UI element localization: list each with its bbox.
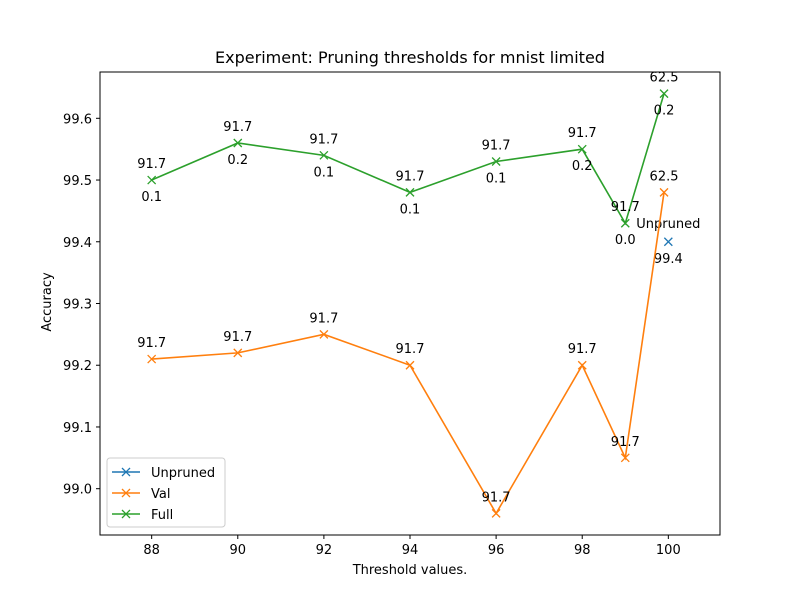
x-tick-label: 90 bbox=[230, 543, 247, 558]
point-label-below: 0.2 bbox=[654, 104, 675, 119]
point-label-above: 91.7 bbox=[223, 120, 252, 135]
axes: 88 90 92 94 96 98 100 99.0 99.1 99.2 99.3 99.4 99.5 9… bbox=[63, 71, 721, 558]
point-label-below: 99.4 bbox=[654, 252, 683, 267]
point-label-above: 91.7 bbox=[396, 342, 425, 357]
y-tick-label: 99.2 bbox=[63, 359, 92, 374]
data-point bbox=[663, 237, 673, 247]
data-point bbox=[620, 218, 630, 228]
legend-label: Val bbox=[151, 487, 170, 502]
point-label-above: 62.5 bbox=[650, 169, 679, 184]
point-label-above: 91.7 bbox=[309, 311, 338, 326]
point-label-above: 91.7 bbox=[482, 490, 511, 505]
point-label-below: 0.1 bbox=[314, 165, 335, 180]
data-point bbox=[659, 187, 669, 197]
series-val: 91.7 91.7 91.7 91.7 91.7 91.7 91.7 62.5 bbox=[137, 169, 679, 518]
point-label-above: 91.7 bbox=[611, 435, 640, 450]
x-tick-label: 98 bbox=[574, 543, 591, 558]
legend-marker bbox=[121, 467, 131, 477]
point-label-above: 91.7 bbox=[223, 330, 252, 345]
point-label-above: 91.7 bbox=[137, 336, 166, 351]
legend-label: Full bbox=[151, 508, 173, 523]
legend-marker bbox=[121, 509, 131, 519]
data-point bbox=[491, 508, 501, 518]
point-label-above: Unpruned bbox=[636, 217, 700, 232]
point-label-above: 62.5 bbox=[650, 71, 679, 86]
point-label-above: 91.7 bbox=[396, 169, 425, 184]
point-label-above: 91.7 bbox=[611, 200, 640, 215]
y-tick-label: 99.3 bbox=[63, 298, 92, 313]
legend-item-full: Full bbox=[112, 508, 173, 523]
point-label-below: 0.1 bbox=[486, 172, 507, 187]
data-point bbox=[233, 138, 243, 148]
y-tick-label: 99.0 bbox=[63, 483, 92, 498]
data-point bbox=[577, 144, 587, 154]
point-label-above: 91.7 bbox=[568, 126, 597, 141]
y-axis-label: Accuracy bbox=[40, 272, 55, 332]
point-label-below: 0.2 bbox=[227, 153, 248, 168]
legend-item-unpruned: Unpruned bbox=[112, 466, 215, 481]
data-point bbox=[620, 453, 630, 463]
data-point bbox=[491, 157, 501, 166]
x-tick-label: 92 bbox=[316, 543, 333, 558]
chart-title: Experiment: Pruning thresholds for mnist… bbox=[215, 48, 605, 67]
data-point bbox=[577, 360, 587, 370]
data-point bbox=[659, 89, 669, 99]
y-tick-label: 99.1 bbox=[63, 421, 92, 436]
data-point bbox=[405, 187, 415, 197]
point-label-below: 0.2 bbox=[572, 159, 593, 174]
x-tick-label: 96 bbox=[488, 543, 505, 558]
data-point bbox=[233, 348, 243, 358]
data-point bbox=[147, 175, 157, 185]
series-full: 91.7 0.1 91.7 0.2 91.7 0.1 91.7 0.1 91.7 0.1 91.7 0… bbox=[137, 71, 678, 249]
x-tick-label: 94 bbox=[402, 543, 419, 558]
y-tick-label: 99.6 bbox=[63, 112, 92, 127]
x-axis-label: Threshold values. bbox=[352, 563, 468, 578]
point-label-below: 0.1 bbox=[141, 190, 162, 205]
legend: Unpruned Val Full bbox=[106, 457, 226, 528]
point-label-below: 0.1 bbox=[400, 202, 421, 217]
y-tick-label: 99.5 bbox=[63, 174, 92, 189]
legend-label: Unpruned bbox=[151, 466, 215, 481]
point-label-above: 91.7 bbox=[482, 139, 511, 154]
y-tick-label: 99.4 bbox=[63, 236, 92, 251]
point-label-above: 91.7 bbox=[568, 342, 597, 357]
legend-item-val: Val bbox=[112, 487, 170, 502]
legend-box bbox=[106, 457, 226, 528]
series-line bbox=[151, 93, 665, 226]
series-line bbox=[151, 192, 665, 515]
data-point bbox=[319, 329, 329, 339]
point-label-above: 91.7 bbox=[137, 157, 166, 172]
data-point bbox=[147, 354, 157, 364]
series-unpruned: Unpruned 99.4 bbox=[636, 217, 700, 267]
legend-marker bbox=[121, 488, 131, 498]
data-point bbox=[319, 150, 329, 160]
point-label-below: 0.0 bbox=[615, 233, 636, 248]
x-tick-label: 88 bbox=[143, 543, 160, 558]
point-label-above: 91.7 bbox=[309, 132, 338, 147]
x-tick-label: 100 bbox=[656, 543, 681, 558]
data-point bbox=[405, 360, 415, 370]
